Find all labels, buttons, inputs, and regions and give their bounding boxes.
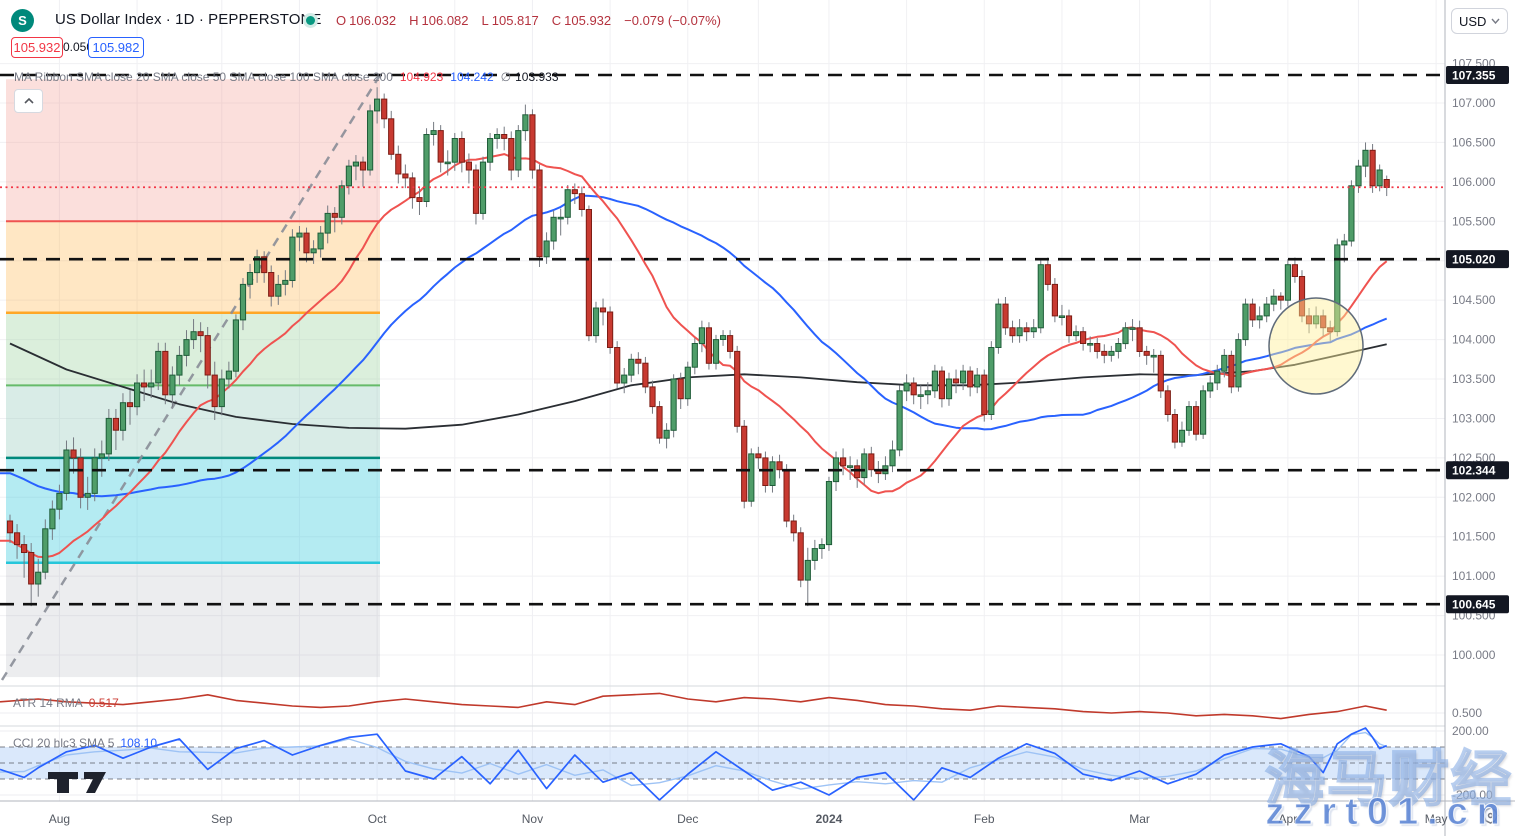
currency-dropdown[interactable]: USD [1451, 8, 1508, 34]
svg-text:107.000: 107.000 [1452, 96, 1496, 110]
ma-slow-value: 103.933 [515, 70, 559, 84]
ma-empty-symbol: ∅ [500, 70, 512, 84]
gear-icon [1482, 806, 1498, 824]
currency-value: USD [1459, 13, 1487, 29]
spread-value: 0.050 [63, 40, 94, 54]
ask-price-button[interactable]: 105.982 [88, 37, 144, 58]
chevron-up-icon [23, 98, 34, 104]
svg-text:104.500: 104.500 [1452, 293, 1496, 307]
cci-legend[interactable]: CCI 20 hlc3 SMA 5 108.10 [13, 736, 157, 750]
low-label: L [481, 13, 489, 28]
atr-value: 0.517 [88, 696, 119, 710]
svg-text:106.500: 106.500 [1452, 135, 1496, 149]
ma50-value: 104.242 [450, 70, 494, 84]
high-label: H [409, 13, 419, 28]
chart-title[interactable]: US Dollar Index · 1D · PEPPERSTONE [55, 11, 322, 28]
open-label: O [336, 13, 347, 28]
bid-price-button[interactable]: 105.932 [11, 37, 63, 58]
svg-text:Feb: Feb [974, 812, 995, 826]
svg-text:104.000: 104.000 [1452, 333, 1496, 347]
svg-text:105.020: 105.020 [1452, 253, 1496, 267]
ma20-value: 104.923 [399, 70, 444, 84]
market-status-dot-icon[interactable] [303, 13, 318, 28]
ma-ribbon-label[interactable]: MA Ribbon SMA close 20 SMA close 50 SMA … [14, 70, 393, 84]
svg-text:2024: 2024 [816, 812, 843, 826]
svg-text:107.355: 107.355 [1452, 69, 1496, 83]
change-value: −0.079 (−0.07%) [624, 13, 721, 28]
svg-text:Aug: Aug [49, 812, 70, 826]
ma-ribbon-legend[interactable]: MA Ribbon SMA close 20 SMA close 50 SMA … [14, 70, 559, 84]
atr-legend[interactable]: ATR 14 RMA 0.517 [13, 696, 119, 710]
svg-text:102.000: 102.000 [1452, 490, 1496, 504]
svg-text:105.500: 105.500 [1452, 214, 1496, 228]
collapse-legend-button[interactable] [14, 89, 43, 113]
atr-title[interactable]: ATR 14 RMA [13, 696, 83, 710]
cci-value: 108.10 [120, 736, 158, 750]
tradingview-logo-icon[interactable] [48, 772, 126, 798]
svg-text:100.000: 100.000 [1452, 648, 1496, 662]
svg-text:Oct: Oct [368, 812, 387, 826]
timezone-settings-button[interactable] [1478, 803, 1502, 827]
svg-text:106.000: 106.000 [1452, 175, 1496, 189]
svg-text:103.000: 103.000 [1452, 411, 1496, 425]
svg-text:100.645: 100.645 [1452, 598, 1496, 612]
svg-text:102.344: 102.344 [1452, 464, 1496, 478]
svg-text:103.500: 103.500 [1452, 372, 1496, 386]
ohlc-readout: O 106.032 H 106.082 L 105.817 C 105.932 −0.079 (… [336, 13, 724, 28]
svg-text:101.500: 101.500 [1452, 530, 1496, 544]
svg-text:Mar: Mar [1129, 812, 1150, 826]
high-value: 106.082 [421, 13, 469, 28]
svg-text:Dec: Dec [677, 812, 698, 826]
svg-text:May: May [1425, 812, 1448, 826]
low-value: 105.817 [491, 13, 539, 28]
symbol-logo-icon[interactable]: S [11, 9, 34, 32]
svg-text:Apr: Apr [1279, 812, 1298, 826]
svg-text:0.500: 0.500 [1452, 706, 1482, 720]
close-value: 105.932 [564, 13, 612, 28]
svg-text:200.00: 200.00 [1452, 724, 1489, 738]
open-value: 106.032 [349, 13, 397, 28]
svg-text:Nov: Nov [522, 812, 543, 826]
cci-title[interactable]: CCI 20 hlc3 SMA 5 [13, 736, 115, 750]
svg-text:-200.00: -200.00 [1452, 788, 1493, 802]
close-label: C [551, 13, 562, 28]
svg-text:Sep: Sep [211, 812, 233, 826]
chevron-down-icon [1491, 18, 1500, 24]
svg-text:101.000: 101.000 [1452, 569, 1496, 583]
